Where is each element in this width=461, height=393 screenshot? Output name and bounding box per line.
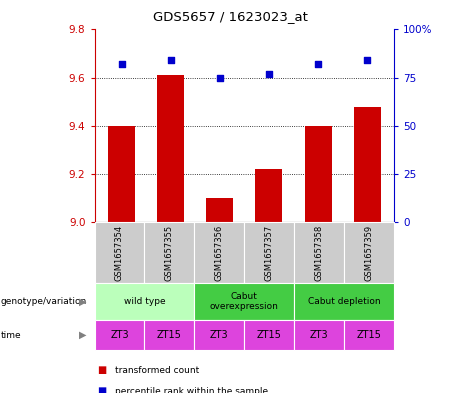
Text: ZT3: ZT3: [310, 330, 329, 340]
Text: ZT15: ZT15: [257, 330, 282, 340]
Text: GSM1657356: GSM1657356: [215, 224, 224, 281]
Text: GSM1657358: GSM1657358: [315, 224, 324, 281]
Text: GDS5657 / 1623023_at: GDS5657 / 1623023_at: [153, 10, 308, 23]
Point: [118, 61, 125, 67]
Bar: [108, 126, 135, 222]
Text: time: time: [1, 331, 22, 340]
Text: ▶: ▶: [79, 297, 87, 307]
Text: Cabut depletion: Cabut depletion: [308, 297, 380, 306]
Bar: [206, 198, 233, 222]
Point: [216, 74, 224, 81]
Text: GSM1657359: GSM1657359: [365, 224, 374, 281]
Text: ZT3: ZT3: [210, 330, 229, 340]
Text: GSM1657354: GSM1657354: [115, 224, 124, 281]
Text: ■: ■: [97, 386, 106, 393]
Bar: [255, 169, 283, 222]
Bar: [157, 75, 184, 222]
Text: ZT3: ZT3: [110, 330, 129, 340]
Bar: [305, 126, 331, 222]
Text: ZT15: ZT15: [357, 330, 382, 340]
Text: ■: ■: [97, 365, 106, 375]
Point: [265, 71, 272, 77]
Text: wild type: wild type: [124, 297, 165, 306]
Text: genotype/variation: genotype/variation: [1, 297, 87, 306]
Text: transformed count: transformed count: [115, 366, 200, 375]
Point: [314, 61, 322, 67]
Text: ZT15: ZT15: [157, 330, 182, 340]
Point: [167, 57, 174, 63]
Text: GSM1657357: GSM1657357: [265, 224, 274, 281]
Text: percentile rank within the sample: percentile rank within the sample: [115, 387, 268, 393]
Bar: [354, 107, 381, 222]
Text: ▶: ▶: [79, 330, 87, 340]
Text: GSM1657355: GSM1657355: [165, 224, 174, 281]
Point: [363, 57, 371, 63]
Text: Cabut
overexpression: Cabut overexpression: [210, 292, 279, 311]
